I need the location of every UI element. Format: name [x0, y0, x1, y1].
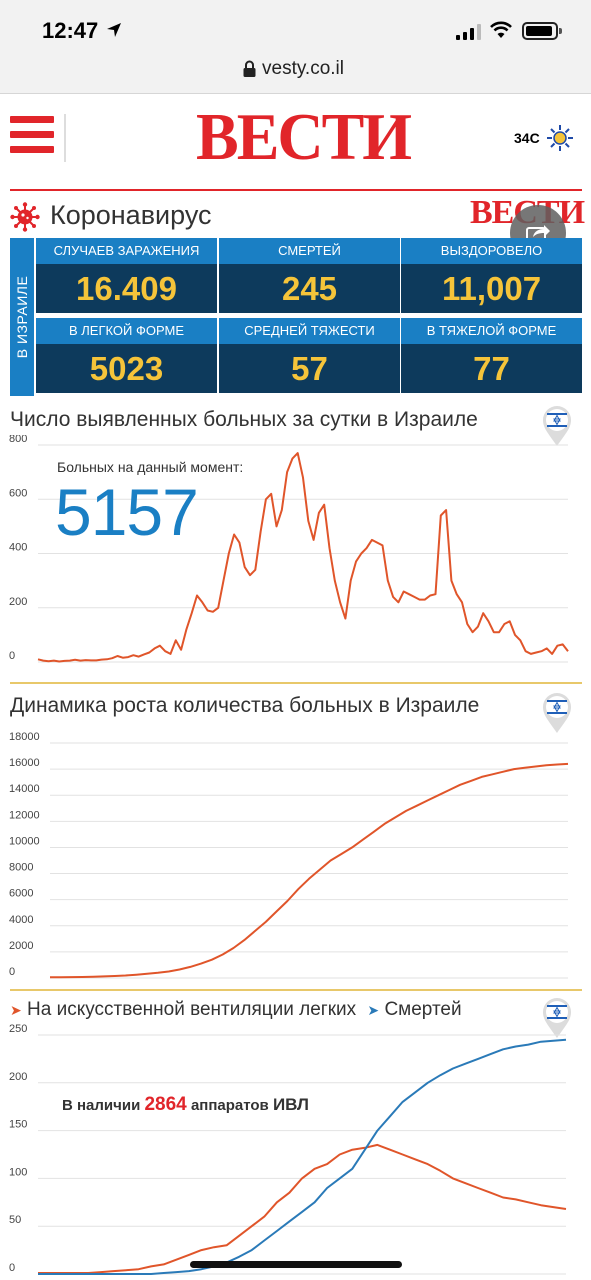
y-tick-label: 4000: [9, 914, 33, 926]
orange-arrow-icon: ➤: [10, 1002, 22, 1018]
y-tick-label: 200: [9, 596, 27, 608]
y-tick-label: 14000: [9, 783, 40, 795]
y-tick-label: 200: [9, 1071, 27, 1083]
stat-value: 11,007: [401, 264, 582, 313]
stat-value: 245: [219, 264, 400, 313]
growth-chart: 0 2000 4000 6000 8000 10000 12000 14000 16000 180…: [9, 731, 569, 979]
current-sick-label: Больных на данный момент:: [57, 459, 244, 475]
growth-chart-title: Динамика роста количества больных в Изра…: [10, 694, 480, 717]
stat-deaths: СМЕРТЕЙ 245: [219, 238, 400, 313]
legend-deaths: Смертей: [384, 999, 462, 1020]
url-text: vesty.co.il: [262, 58, 345, 79]
stat-value: 5023: [36, 344, 217, 393]
stat-label: В ТЯЖЕЛОЙ ФОРМЕ: [401, 318, 582, 344]
vent-chart-legend: ➤ На искусственной вентиляции легких ➤ С…: [10, 999, 462, 1021]
legend-ventilation: На искусственной вентиляции легких: [27, 999, 357, 1020]
stat-mild: В ЛЕГКОЙ ФОРМЕ 5023: [36, 318, 217, 393]
y-tick-label: 250: [9, 1024, 27, 1035]
wifi-icon: [490, 21, 512, 38]
y-tick-label: 10000: [9, 835, 40, 847]
corona-title: Коронавирус: [50, 200, 212, 230]
y-tick-label: 800: [9, 435, 27, 445]
israel-flag-icon[interactable]: [542, 997, 572, 1039]
daily-chart-title: Число выявленных больных за сутки в Изра…: [10, 408, 478, 431]
cellular-signal-icon: [456, 24, 481, 40]
y-tick-label: 12000: [9, 809, 40, 821]
y-tick-label: 600: [9, 487, 27, 499]
israel-flag-icon[interactable]: [542, 692, 572, 734]
y-tick-label: 50: [9, 1214, 21, 1226]
y-tick-label: 6000: [9, 888, 33, 900]
stat-value: 16.409: [36, 264, 217, 313]
series-line-2: [38, 1038, 567, 1275]
y-tick-label: 100: [9, 1166, 27, 1178]
section-divider: [10, 989, 582, 991]
blue-arrow-icon: ➤: [367, 1002, 380, 1018]
side-label: В ИЗРАИЛЕ: [10, 238, 34, 396]
current-sick-value: 5157: [55, 475, 199, 549]
clock: 12:47: [42, 18, 99, 43]
ventilation-chart: 0 50 100 150 200 250: [9, 1024, 567, 1275]
section-divider: [10, 682, 582, 684]
header-separator: [10, 189, 582, 191]
stats-grid: В ИЗРАИЛЕ СЛУЧАЕВ ЗАРАЖЕНИЯ 16.409 СМЕРТ…: [10, 238, 582, 396]
y-tick-label: 150: [9, 1119, 27, 1131]
menu-icon[interactable]: [10, 116, 54, 154]
y-tick-label: 18000: [9, 731, 40, 743]
y-tick-label: 0: [9, 966, 15, 978]
address-bar[interactable]: vesty.co.il: [0, 50, 591, 94]
series-line-1: [49, 762, 569, 979]
y-tick-label: 400: [9, 542, 27, 554]
stat-recovered: ВЫЗДОРОВЕЛО 11,007: [401, 238, 582, 313]
status-bar: 12:47: [0, 0, 591, 50]
lock-icon: [243, 60, 256, 77]
virus-icon: [10, 202, 40, 232]
stat-label: СРЕДНЕЙ ТЯЖЕСТИ: [219, 318, 400, 344]
stat-value: 57: [219, 344, 400, 393]
stat-value: 77: [401, 344, 582, 393]
stat-cases: СЛУЧАЕВ ЗАРАЖЕНИЯ 16.409: [36, 238, 217, 313]
y-tick-label: 8000: [9, 862, 33, 874]
ventilators-available: В наличии 2864 аппаратов ИВЛ: [62, 1094, 309, 1115]
y-tick-label: 16000: [9, 757, 40, 769]
stat-label: СЛУЧАЕВ ЗАРАЖЕНИЯ: [36, 238, 217, 264]
battery-icon: [522, 22, 562, 40]
y-tick-label: 2000: [9, 940, 33, 952]
stat-label: В ЛЕГКОЙ ФОРМЕ: [36, 318, 217, 344]
stat-severe: В ТЯЖЕЛОЙ ФОРМЕ 77: [401, 318, 582, 393]
y-tick-label: 0: [9, 650, 15, 662]
stat-label: ВЫЗДОРОВЕЛО: [401, 238, 582, 264]
israel-flag-icon[interactable]: [542, 405, 572, 447]
stat-moderate: СРЕДНЕЙ ТЯЖЕСТИ 57: [219, 318, 400, 393]
site-logo[interactable]: ВЕСТИ: [196, 99, 412, 174]
header-divider: [64, 114, 66, 162]
home-indicator[interactable]: [190, 1261, 402, 1268]
daily-cases-chart: 0 200 400 600 800: [9, 435, 569, 663]
site-header: ВЕСТИ 34C: [0, 94, 591, 186]
series-line-1: [37, 452, 569, 663]
y-tick-label: 0: [9, 1262, 15, 1274]
location-arrow-icon: [107, 23, 121, 37]
stat-label: СМЕРТЕЙ: [219, 238, 400, 264]
sun-icon: [547, 125, 573, 151]
weather-temperature: 34C: [514, 130, 540, 146]
series-line-1: [38, 1143, 567, 1274]
